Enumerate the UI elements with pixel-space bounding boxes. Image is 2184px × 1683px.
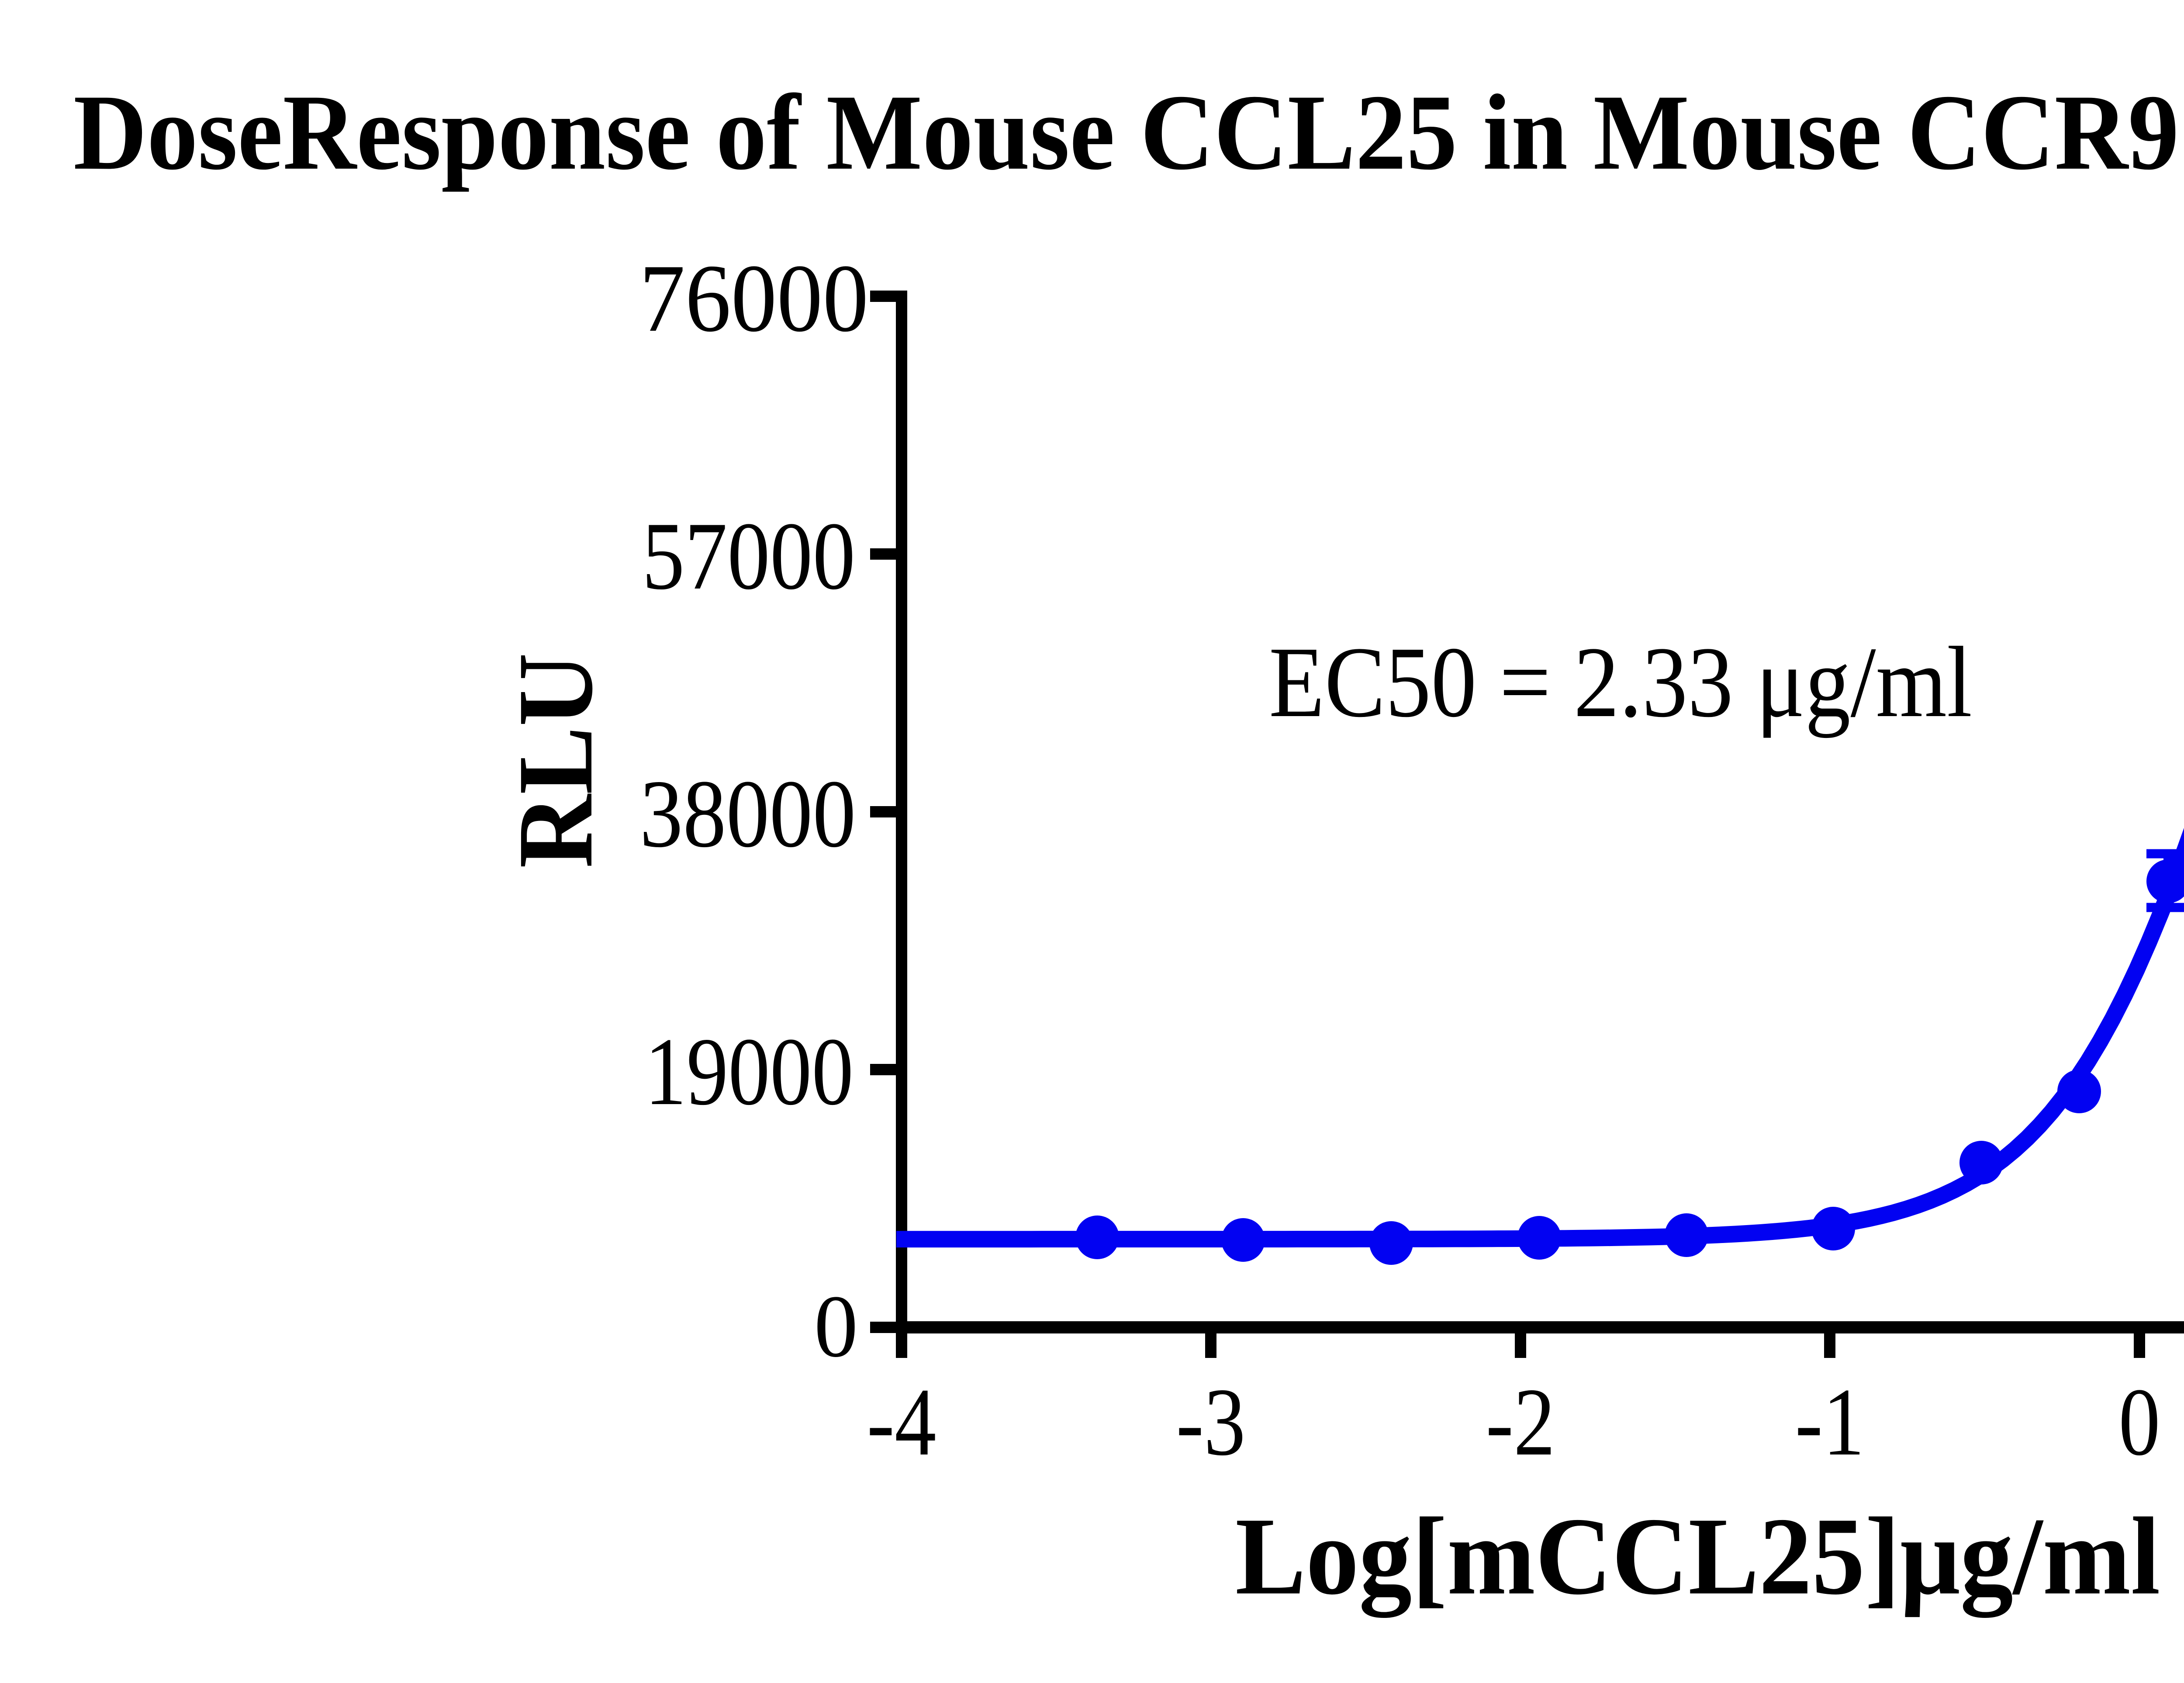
svg-text:-4: -4	[867, 1368, 936, 1476]
svg-text:Log[mCCL25]μg/ml: Log[mCCL25]μg/ml	[1235, 1495, 2160, 1618]
svg-text:-1: -1	[1795, 1368, 1864, 1476]
svg-text:0: 0	[2118, 1368, 2160, 1476]
svg-text:DoseResponse of Mouse CCL25 in: DoseResponse of Mouse CCL25 in Mouse CCR…	[73, 73, 2184, 193]
svg-text:RLU: RLU	[495, 653, 615, 868]
svg-text:38000: 38000	[640, 761, 856, 868]
svg-text:-3: -3	[1176, 1368, 1245, 1476]
svg-text:0: 0	[814, 1277, 858, 1376]
svg-text:76000: 76000	[639, 244, 869, 352]
svg-text:EC50 = 2.33 μg/ml: EC50 = 2.33 μg/ml	[1269, 626, 1972, 738]
svg-text:57000: 57000	[642, 503, 855, 610]
svg-text:19000: 19000	[645, 1018, 854, 1125]
svg-text:-2: -2	[1486, 1368, 1555, 1476]
